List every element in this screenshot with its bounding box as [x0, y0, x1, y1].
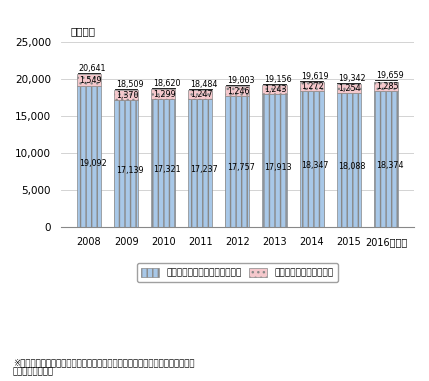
Bar: [374, 82, 398, 91]
Text: 18,484: 18,484: [190, 80, 218, 89]
Text: 18,347: 18,347: [302, 162, 329, 170]
Text: 18,374: 18,374: [376, 162, 403, 170]
Text: 1,549: 1,549: [79, 75, 101, 85]
Bar: [77, 74, 101, 86]
Text: （億円）: （億円）: [70, 26, 95, 36]
Text: 18,088: 18,088: [338, 162, 366, 171]
Text: 19,659: 19,659: [376, 71, 403, 80]
Text: 17,913: 17,913: [264, 163, 292, 172]
Text: 18,620: 18,620: [153, 79, 181, 88]
Text: 1,246: 1,246: [227, 86, 250, 96]
Text: 1,254: 1,254: [338, 84, 361, 93]
Bar: [263, 85, 287, 94]
Bar: [188, 90, 212, 99]
Bar: [151, 99, 175, 227]
Text: 17,237: 17,237: [190, 165, 218, 174]
Bar: [337, 84, 361, 93]
Text: 1,272: 1,272: [302, 82, 324, 91]
Text: 1,247: 1,247: [190, 90, 213, 99]
Text: 告収入とした。: 告収入とした。: [13, 367, 54, 376]
Bar: [337, 93, 361, 227]
Text: 19,003: 19,003: [227, 76, 255, 85]
Text: 1,243: 1,243: [264, 85, 287, 94]
Text: 17,139: 17,139: [116, 165, 143, 174]
Bar: [114, 90, 138, 100]
Text: 20,641: 20,641: [79, 64, 106, 73]
Text: ※地上テレビジョン広告収入、地上ラジオ広告収入を民間地上放送事業者の広: ※地上テレビジョン広告収入、地上ラジオ広告収入を民間地上放送事業者の広: [13, 359, 194, 368]
Legend: 地上テレビジョン放送広告収入, 地上ラジオ放送広告収入: 地上テレビジョン放送広告収入, 地上ラジオ放送広告収入: [137, 263, 338, 282]
Text: 19,342: 19,342: [338, 74, 366, 83]
Bar: [151, 89, 175, 99]
Bar: [225, 86, 250, 96]
Bar: [263, 94, 287, 227]
Bar: [299, 82, 324, 91]
Text: 17,757: 17,757: [227, 163, 255, 173]
Text: 19,619: 19,619: [302, 72, 329, 80]
Bar: [374, 91, 398, 227]
Bar: [188, 99, 212, 227]
Text: 18,509: 18,509: [116, 80, 143, 89]
Text: 1,299: 1,299: [153, 90, 176, 99]
Text: 19,156: 19,156: [264, 75, 292, 84]
Bar: [77, 86, 101, 227]
Text: 1,285: 1,285: [376, 82, 398, 91]
Text: 17,321: 17,321: [153, 165, 181, 174]
Bar: [114, 100, 138, 227]
Bar: [225, 96, 250, 227]
Text: 19,092: 19,092: [79, 159, 106, 168]
Text: 1,370: 1,370: [116, 91, 139, 100]
Bar: [299, 91, 324, 227]
